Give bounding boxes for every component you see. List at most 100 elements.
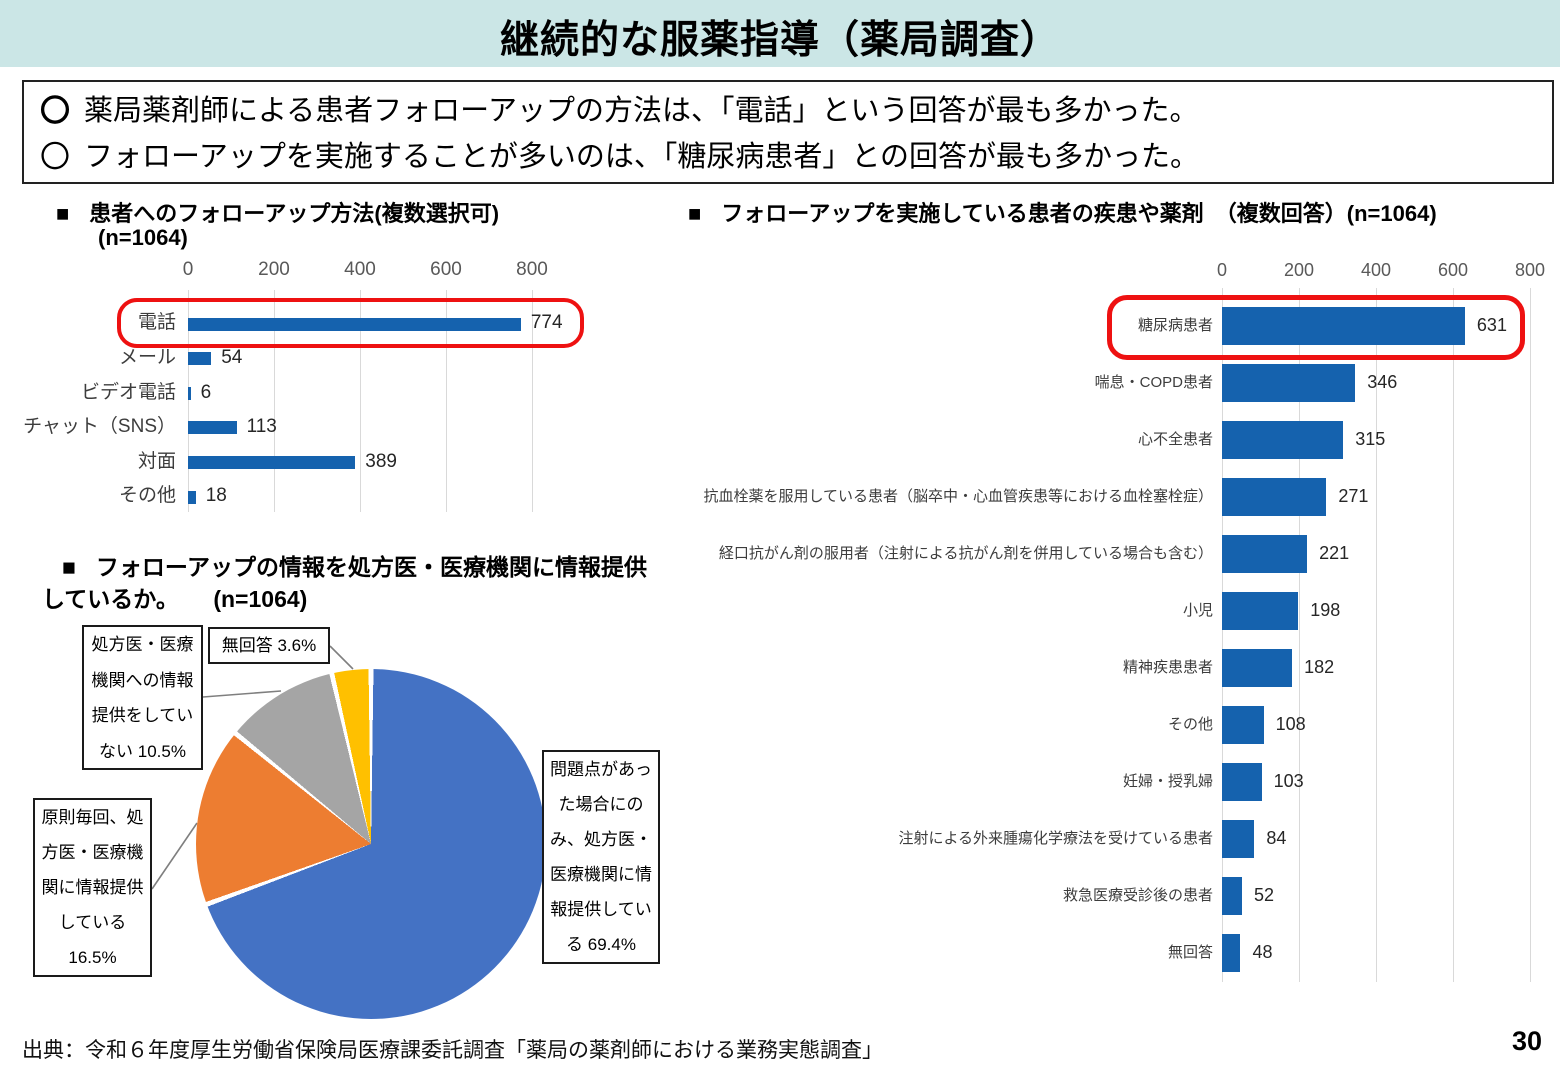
bar-value-label: 6	[200, 381, 212, 403]
pie-label-line: 報提供してい	[550, 900, 652, 919]
pie	[196, 669, 546, 1019]
pie-label-box: 問題点があっ た場合にの み、処方医・ 医療機関に情 報提供している 69.4%	[542, 750, 660, 964]
bar-category-label: 救急医療受診後の患者	[1062, 887, 1213, 905]
bar-category-label: 対面	[137, 450, 176, 472]
bar-category-label: 妊婦・授乳婦	[1122, 773, 1213, 791]
bar-value-label: 198	[1310, 600, 1341, 621]
pie-leader-lines	[151, 645, 354, 890]
methods-plot: 0 200 400 600 800 電話 774 メール 54 ビデオ電話 6 チャット（SNS） 11…	[0, 190, 660, 540]
square-bullet-icon: ■	[56, 201, 70, 226]
axis-tick-label: 200	[258, 259, 290, 280]
gridline	[188, 290, 189, 512]
summary-bullet-2-text: フォローアップを実施することが多いのは、「糖尿病患者」との回答が最も多かった。	[84, 141, 1200, 173]
bar	[1222, 706, 1264, 744]
pie-label-line: 問題点があっ	[550, 760, 652, 779]
bar-category-label: 精神疾患患者	[1122, 659, 1213, 677]
gridline	[1453, 288, 1454, 982]
bar-category-label: その他	[1167, 716, 1213, 734]
bar	[1222, 934, 1241, 972]
pie-label-line: 関に情報提供	[41, 878, 144, 897]
bar-category-label: 注射による外来腫瘍化学療法を受けている患者	[898, 830, 1213, 848]
square-bullet-icon: ■	[688, 201, 702, 226]
pie-chart-title-line2: しているか。 (n=1064)	[42, 586, 308, 612]
slide-title: 継続的な服薬指導（薬局調査）	[499, 19, 1060, 62]
summary-box: 〇 薬局薬剤師による患者フォローアップの方法は、「電話」という回答が最も多かった…	[22, 80, 1554, 184]
pie-label-line: ない 10.5%	[99, 741, 186, 761]
axis-tick-label: 800	[1514, 260, 1546, 280]
conditions-plot: 0 200 400 600 800 糖尿病患者 631 喘息・COPD患者 346 心不全患者 31…	[680, 190, 1560, 990]
followup-patients-bar-chart: ■ フォローアップを実施している患者の疾患や薬剤 （複数回答）(n=1064) 0…	[680, 190, 1560, 990]
bar-value-label: 113	[246, 416, 277, 438]
pie-label-box: 原則毎回、処 方医・医療機 関に情報提供 している 16.5%	[33, 798, 152, 977]
bar-category-label: 無回答	[1167, 944, 1213, 962]
followup-methods-bar-chart: ■ 患者へのフォローアップ方法(複数選択可) (n=1064) 0 200 400 60…	[0, 190, 660, 540]
bar-category-label: 心不全患者	[1137, 431, 1213, 449]
bar-value-label: 389	[365, 450, 397, 472]
bar	[1222, 421, 1344, 459]
axis-tick-label: 0	[182, 259, 194, 280]
axis-tick-label: 0	[1216, 260, 1228, 280]
axis-tick-label: 200	[1283, 260, 1315, 280]
pie-label-line: た場合にの	[558, 795, 644, 814]
conditions-chart-title: ■ フォローアップを実施している患者の疾患や薬剤 （複数回答）(n=1064)	[688, 201, 1437, 226]
bar-category-label: その他	[118, 485, 176, 507]
pie-label-line: 機関への情報	[91, 670, 194, 690]
pie-label-line: み、処方医・	[550, 830, 652, 849]
bar	[188, 386, 191, 400]
bar	[188, 317, 521, 331]
bar-value-label: 84	[1266, 828, 1287, 849]
pie-label-line: 16.5%	[68, 948, 117, 967]
methods-chart-title: ■ 患者へのフォローアップ方法(複数選択可)	[56, 201, 500, 226]
bar-category-label: 糖尿病患者	[1137, 317, 1213, 335]
bar	[1222, 364, 1356, 402]
bar	[1222, 877, 1243, 915]
leader-line-not-providing	[202, 690, 282, 698]
leader-line-every-time	[151, 822, 198, 890]
bar-value-label: 182	[1304, 657, 1335, 678]
leader-line-no-answer	[329, 645, 354, 670]
bar-value-label: 103	[1273, 771, 1304, 792]
bar	[1222, 763, 1262, 801]
bar-category-label: チャット（SNS）	[23, 416, 176, 438]
bar	[1222, 820, 1255, 858]
pie-label-line: 処方医・医療	[91, 635, 194, 654]
bar-value-label: 631	[1476, 315, 1507, 336]
pie-label-box: 処方医・医療 機関への情報 提供をしてい ない 10.5%	[82, 625, 203, 770]
source-note: 出典：令和６年度厚生労働省保険局医療課委託調査「薬局の薬剤師における業務実態調査…	[22, 1039, 883, 1062]
bar	[1222, 535, 1308, 573]
pie-label-line: 提供をしてい	[91, 706, 194, 725]
bar-value-label: 774	[530, 312, 563, 334]
gridline	[532, 290, 533, 512]
bar-category-label: 喘息・COPD患者	[1094, 374, 1213, 392]
bar	[1222, 307, 1465, 345]
axis-tick-label: 600	[1437, 260, 1469, 280]
highlight-outline	[1107, 295, 1525, 360]
pie-label-box: 無回答 3.6%	[208, 627, 330, 664]
summary-bullet-1: 〇 薬局薬剤師による患者フォローアップの方法は、「電話」という回答が最も多かった…	[32, 85, 1544, 131]
bar	[188, 455, 356, 469]
methods-chart-subtitle: (n=1064)	[98, 225, 188, 250]
bar-category-label: メール	[118, 346, 176, 368]
bar-value-label: 108	[1275, 714, 1306, 735]
slide-header: 継続的な服薬指導（薬局調査）	[0, 0, 1560, 67]
axis-tick-label: 400	[344, 259, 376, 280]
pie-label-line: している	[58, 913, 127, 932]
pie-label-line: 医療機関に情	[550, 865, 652, 884]
bar-value-label: 315	[1355, 429, 1386, 450]
bar-category-label: 小児	[1182, 602, 1213, 620]
bar-value-label: 48	[1252, 942, 1273, 963]
gridline	[446, 290, 447, 512]
pie-label-line: 無回答 3.6%	[221, 636, 317, 655]
bar-category-label: ビデオ電話	[80, 381, 176, 403]
axis-tick-label: 800	[516, 259, 548, 280]
circle-bullet-icon: 〇	[40, 95, 70, 128]
bar-value-label: 346	[1367, 372, 1398, 393]
info-provision-pie-chart: ■ フォローアップの情報を処方医・医療機関に情報提供 しているか。 (n=1064…	[0, 540, 700, 1040]
highlight-outline	[117, 298, 584, 348]
bar	[1222, 592, 1299, 630]
bar-value-label: 221	[1319, 543, 1350, 564]
pie-chart-title-line1: ■ フォローアップの情報を処方医・医療機関に情報提供	[62, 554, 647, 580]
pie-label-line: 方医・医療機	[41, 843, 144, 862]
summary-bullet-1-text: 薬局薬剤師による患者フォローアップの方法は、「電話」という回答が最も多かった。	[84, 95, 1199, 127]
